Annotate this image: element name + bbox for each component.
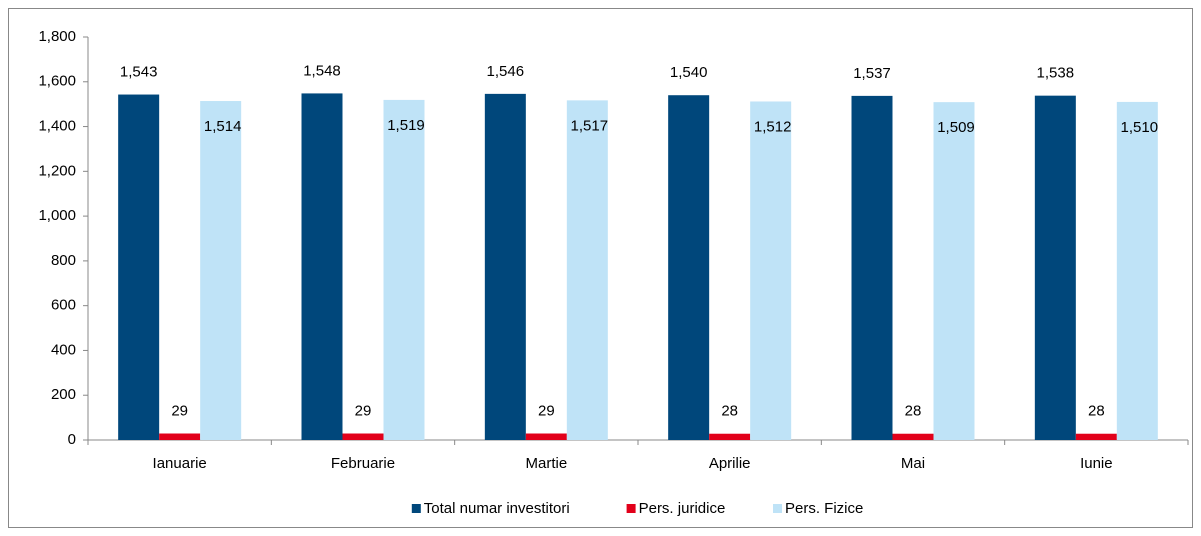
y-tick-label: 1,200 [38,162,76,179]
bar [1034,95,1076,441]
bar [668,95,710,440]
data-label: 29 [355,402,372,419]
legend-label: Pers. Fizice [785,500,863,517]
x-tick-label: Iunie [1080,455,1113,472]
bar [118,94,160,441]
x-tick-label: Mai [901,455,925,472]
legend-label: Pers. juridice [639,500,726,517]
bar [525,433,567,440]
y-tick-label: 1,600 [38,73,76,90]
data-label: 28 [905,403,922,420]
bar [1116,101,1158,440]
y-tick-label: 0 [68,431,76,448]
x-tick-label: Martie [525,455,567,472]
bar [892,433,934,440]
legend-swatch [626,504,636,513]
data-label: 1,537 [853,65,891,82]
bar [709,433,751,440]
y-tick-label: 400 [51,341,76,358]
legend-swatch [411,504,421,513]
data-label: 29 [538,402,555,419]
bar [383,99,425,440]
data-label: 1,540 [670,64,708,81]
bar [933,102,975,440]
bar [159,433,201,440]
data-label: 1,512 [754,118,792,135]
x-tick-label: Februarie [331,455,395,472]
legend-label: Total numar investitori [424,500,570,517]
bar [851,95,893,440]
bar [342,433,384,440]
y-tick-label: 1,400 [38,118,76,135]
y-tick-label: 1,800 [38,28,76,45]
y-tick-label: 200 [51,386,76,403]
x-tick-label: Aprilie [709,455,751,472]
data-label: 28 [1088,403,1105,420]
data-label: 1,509 [937,119,975,136]
data-label: 1,510 [1121,119,1159,136]
data-label: 1,517 [571,117,609,134]
data-label: 1,548 [303,62,341,79]
bar [566,100,608,440]
legend-swatch [773,504,782,513]
bar [484,93,526,441]
y-tick-label: 800 [51,252,76,269]
data-label: 29 [171,402,188,419]
data-label: 1,519 [387,117,425,134]
y-tick-label: 1,000 [38,207,76,224]
bar [750,101,792,440]
data-label: 1,514 [204,118,242,135]
bar [200,101,242,440]
data-label: 1,543 [120,64,158,81]
x-tick-label: Ianuarie [153,455,207,472]
y-tick-label: 600 [51,297,76,314]
data-label: 1,546 [487,63,525,80]
data-label: 1,538 [1037,65,1075,82]
data-label: 28 [721,403,738,420]
bar [301,93,343,441]
bar [1075,433,1117,440]
